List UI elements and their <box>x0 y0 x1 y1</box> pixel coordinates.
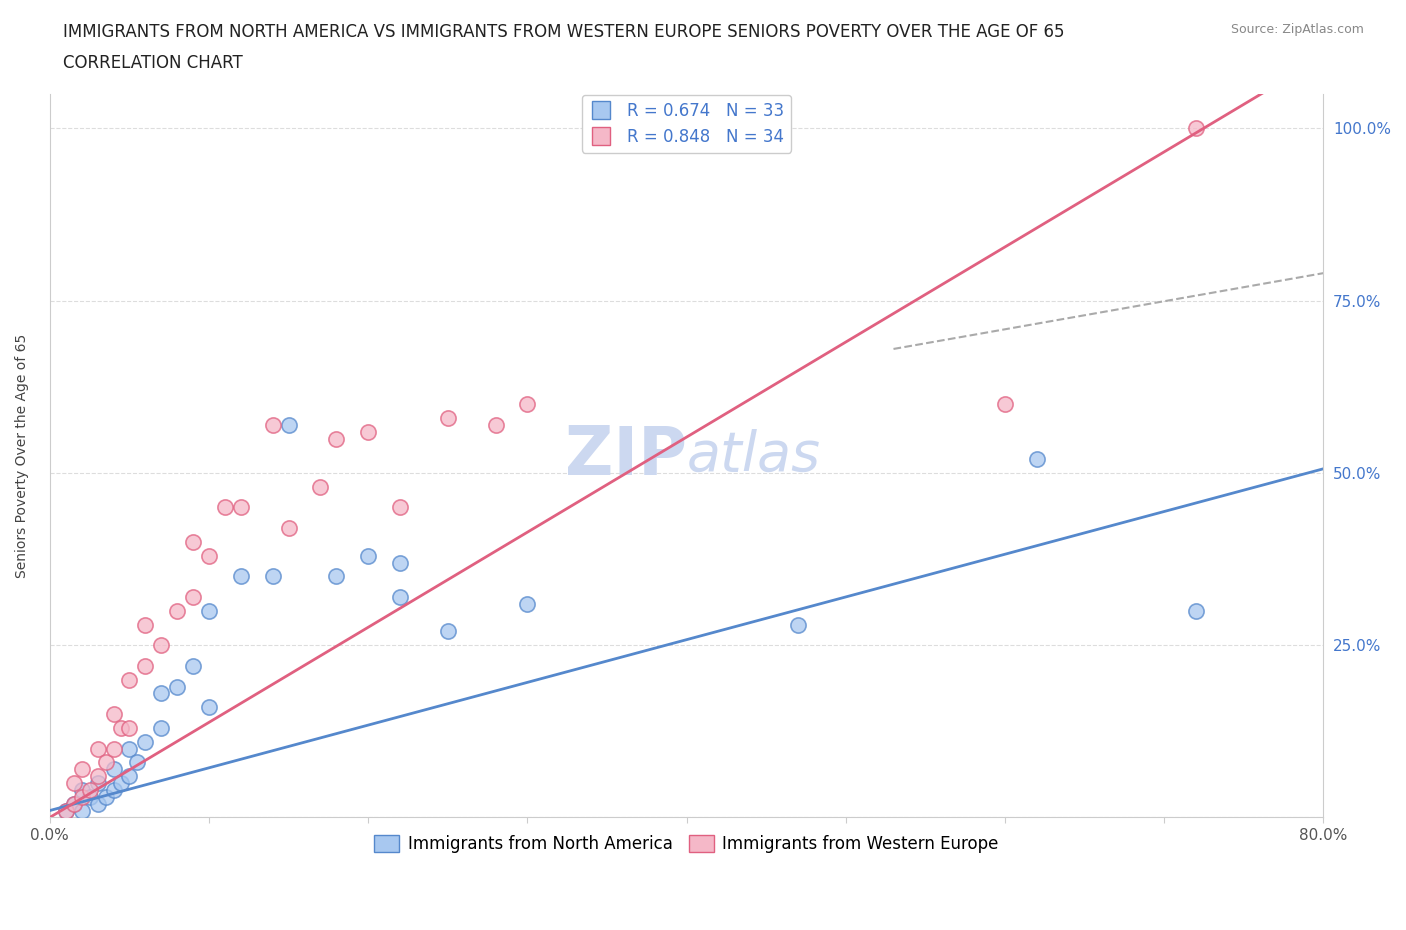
Point <box>134 734 156 749</box>
Point <box>166 604 188 618</box>
Point <box>516 596 538 611</box>
Point <box>229 569 252 584</box>
Legend: Immigrants from North America, Immigrants from Western Europe: Immigrants from North America, Immigrant… <box>367 829 1005 859</box>
Point <box>325 432 347 446</box>
Point <box>134 618 156 632</box>
Point <box>62 796 84 811</box>
Point <box>181 590 204 604</box>
Point <box>118 741 141 756</box>
Point <box>484 418 506 432</box>
Point <box>79 782 101 797</box>
Point <box>325 569 347 584</box>
Text: IMMIGRANTS FROM NORTH AMERICA VS IMMIGRANTS FROM WESTERN EUROPE SENIORS POVERTY : IMMIGRANTS FROM NORTH AMERICA VS IMMIGRA… <box>63 23 1064 41</box>
Point <box>103 762 125 777</box>
Point <box>357 548 380 563</box>
Text: Source: ZipAtlas.com: Source: ZipAtlas.com <box>1230 23 1364 36</box>
Point <box>118 721 141 736</box>
Point <box>389 590 412 604</box>
Point <box>262 418 284 432</box>
Point <box>262 569 284 584</box>
Point <box>309 479 332 494</box>
Point <box>181 535 204 550</box>
Point <box>150 721 173 736</box>
Point <box>103 707 125 722</box>
Point <box>118 672 141 687</box>
Point <box>86 768 108 783</box>
Point <box>103 741 125 756</box>
Point <box>62 776 84 790</box>
Point <box>198 548 221 563</box>
Y-axis label: Seniors Poverty Over the Age of 65: Seniors Poverty Over the Age of 65 <box>15 334 30 578</box>
Point <box>110 776 132 790</box>
Point <box>70 762 93 777</box>
Point <box>134 658 156 673</box>
Point <box>86 796 108 811</box>
Point <box>110 721 132 736</box>
Point <box>79 790 101 804</box>
Point <box>166 679 188 694</box>
Point <box>55 804 77 818</box>
Point <box>86 741 108 756</box>
Point <box>70 782 93 797</box>
Text: CORRELATION CHART: CORRELATION CHART <box>63 54 243 72</box>
Point <box>62 796 84 811</box>
Point <box>214 500 236 515</box>
Point <box>1025 452 1047 467</box>
Point <box>357 424 380 439</box>
Point <box>103 782 125 797</box>
Point <box>436 624 458 639</box>
Point <box>229 500 252 515</box>
Point <box>150 638 173 653</box>
Point <box>70 804 93 818</box>
Point <box>86 776 108 790</box>
Point <box>150 686 173 701</box>
Point <box>118 768 141 783</box>
Point <box>1185 121 1208 136</box>
Point <box>55 804 77 818</box>
Point <box>94 790 117 804</box>
Point <box>516 396 538 411</box>
Point <box>94 755 117 770</box>
Text: atlas: atlas <box>686 430 821 483</box>
Point <box>389 555 412 570</box>
Point <box>994 396 1017 411</box>
Point <box>389 500 412 515</box>
Point <box>277 418 299 432</box>
Point <box>277 521 299 536</box>
Point <box>181 658 204 673</box>
Point <box>127 755 149 770</box>
Point <box>787 618 810 632</box>
Point <box>1185 604 1208 618</box>
Point <box>198 604 221 618</box>
Point <box>70 790 93 804</box>
Point <box>198 699 221 714</box>
Point <box>436 410 458 425</box>
Text: ZIP: ZIP <box>565 423 686 489</box>
